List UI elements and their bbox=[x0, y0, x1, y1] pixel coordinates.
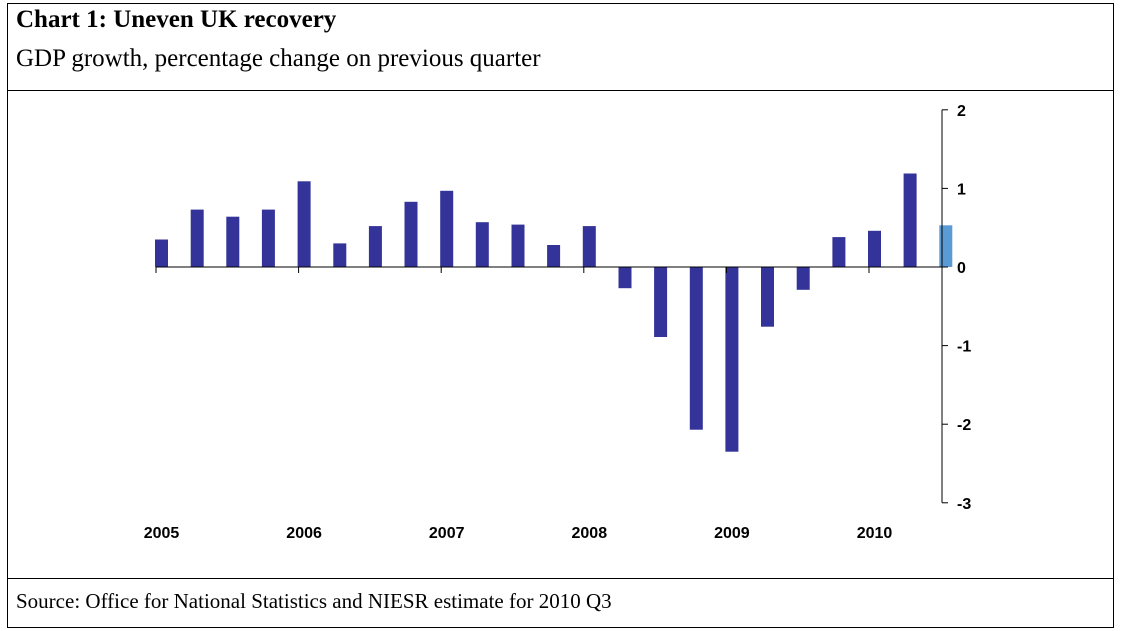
bar-2007-q4 bbox=[547, 245, 561, 267]
bar-2008-q3 bbox=[654, 267, 668, 337]
chart-footer: Source: Office for National Statistics a… bbox=[8, 578, 1113, 627]
x-tick-label: 2008 bbox=[572, 525, 608, 542]
y-tick-label: 2 bbox=[957, 103, 966, 120]
x-tick-label: 2006 bbox=[286, 525, 322, 542]
plot-area: 2 1 0 -1 -2 -3 2005 2006 2007 2008 2009 2010 bbox=[8, 91, 1113, 578]
chart-frame: Chart 1: Uneven UK recovery GDP growth, … bbox=[7, 3, 1114, 628]
bar-2005-q3 bbox=[226, 216, 240, 267]
bar-2005-q2 bbox=[190, 209, 204, 267]
bar-2007-q2 bbox=[475, 222, 489, 267]
y-tick-label: 1 bbox=[957, 181, 966, 198]
bar-2010-q1 bbox=[868, 230, 881, 267]
y-tick-label: -2 bbox=[957, 417, 971, 434]
bar-2009-q2 bbox=[761, 267, 774, 327]
x-tick-label: 2010 bbox=[857, 525, 893, 542]
bar-2006-q4 bbox=[404, 201, 418, 267]
bar-2009-q1 bbox=[725, 267, 739, 452]
bar-chart: 2 1 0 -1 -2 -3 2005 2006 2007 2008 2009 2010 bbox=[144, 103, 972, 542]
bar-2008-q4 bbox=[689, 267, 703, 430]
chart-subtitle: GDP growth, percentage change on previou… bbox=[16, 45, 541, 72]
bar-2008-q2 bbox=[618, 267, 632, 289]
y-tick-label: 0 bbox=[957, 260, 966, 277]
bar-2009-q4 bbox=[832, 237, 846, 267]
bar-2006-q3 bbox=[368, 226, 382, 267]
bar-2005-q1 bbox=[155, 239, 168, 267]
y-tick-label: -3 bbox=[957, 496, 971, 513]
bar-2010-q2 bbox=[903, 173, 917, 267]
bar-2009-q3 bbox=[796, 267, 810, 290]
bar-2007-q1 bbox=[440, 190, 454, 267]
bar-2006-q1 bbox=[297, 181, 311, 267]
y-tick-label: -1 bbox=[957, 339, 971, 356]
bar-2005-q4 bbox=[261, 209, 275, 267]
x-tick-label: 2005 bbox=[144, 525, 180, 542]
bar-2010-q3 bbox=[939, 225, 953, 267]
chart-header: Chart 1: Uneven UK recovery GDP growth, … bbox=[8, 4, 1113, 91]
source-note: Source: Office for National Statistics a… bbox=[16, 589, 612, 613]
x-tick-label: 2009 bbox=[714, 525, 750, 542]
x-tick-label: 2007 bbox=[429, 525, 465, 542]
bar-2007-q3 bbox=[511, 224, 525, 267]
bar-2006-q2 bbox=[333, 243, 347, 267]
bar-2008-q1 bbox=[582, 226, 596, 267]
chart-title: Chart 1: Uneven UK recovery bbox=[16, 6, 337, 33]
